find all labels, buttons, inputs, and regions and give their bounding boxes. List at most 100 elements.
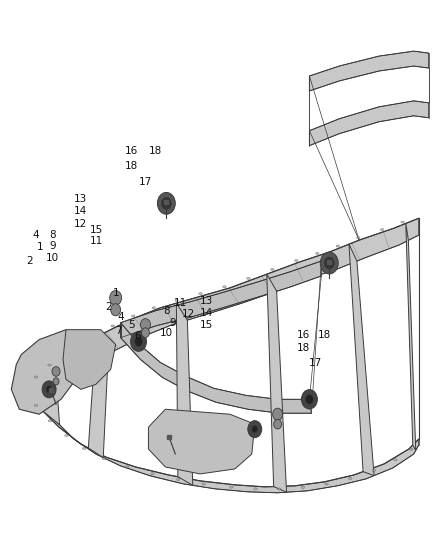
Ellipse shape	[349, 478, 352, 480]
Circle shape	[53, 378, 59, 385]
Circle shape	[141, 328, 149, 337]
Polygon shape	[177, 303, 193, 486]
Polygon shape	[406, 223, 416, 450]
Circle shape	[273, 408, 283, 421]
Ellipse shape	[372, 469, 376, 471]
Ellipse shape	[177, 478, 180, 480]
Polygon shape	[267, 274, 286, 492]
Text: 8: 8	[163, 306, 170, 316]
Circle shape	[111, 304, 120, 316]
Text: 13: 13	[74, 193, 87, 204]
Text: 17: 17	[138, 176, 152, 187]
Circle shape	[274, 419, 282, 429]
Ellipse shape	[199, 293, 202, 295]
Text: 13: 13	[200, 296, 213, 306]
Ellipse shape	[401, 221, 404, 223]
Text: 18: 18	[297, 343, 310, 353]
Ellipse shape	[111, 325, 114, 327]
Text: 14: 14	[74, 206, 87, 216]
Text: 11: 11	[174, 297, 187, 308]
Text: 5: 5	[128, 320, 134, 330]
Polygon shape	[26, 389, 419, 493]
Text: 18: 18	[149, 146, 162, 156]
Polygon shape	[88, 337, 108, 458]
Ellipse shape	[247, 277, 250, 279]
Polygon shape	[63, 330, 116, 389]
Circle shape	[46, 386, 52, 393]
Text: 15: 15	[90, 225, 103, 236]
Polygon shape	[349, 244, 374, 475]
Circle shape	[42, 381, 56, 398]
Ellipse shape	[152, 306, 155, 309]
Ellipse shape	[315, 252, 319, 254]
Text: 2: 2	[105, 302, 112, 312]
Polygon shape	[120, 261, 321, 337]
Ellipse shape	[82, 447, 86, 449]
Text: 10: 10	[160, 328, 173, 338]
Circle shape	[324, 257, 334, 269]
Text: 10: 10	[46, 253, 59, 263]
Text: 15: 15	[200, 320, 213, 330]
Polygon shape	[11, 330, 81, 414]
Ellipse shape	[48, 419, 52, 422]
Ellipse shape	[301, 486, 304, 488]
Ellipse shape	[295, 260, 298, 262]
Polygon shape	[309, 51, 429, 91]
Text: 16: 16	[124, 146, 138, 156]
Ellipse shape	[357, 237, 360, 239]
Ellipse shape	[125, 466, 129, 468]
Circle shape	[320, 252, 338, 274]
Ellipse shape	[131, 315, 135, 317]
Ellipse shape	[223, 286, 226, 288]
Text: 18: 18	[318, 330, 331, 341]
Circle shape	[252, 425, 258, 433]
Ellipse shape	[393, 459, 397, 461]
Text: 12: 12	[182, 309, 195, 319]
Circle shape	[301, 390, 318, 409]
Text: 12: 12	[74, 219, 87, 229]
Text: 1: 1	[36, 243, 43, 253]
Text: 11: 11	[90, 236, 103, 246]
Text: 6: 6	[135, 332, 141, 342]
Ellipse shape	[34, 376, 38, 378]
Circle shape	[157, 192, 175, 214]
Ellipse shape	[102, 458, 106, 460]
Circle shape	[52, 367, 60, 376]
Polygon shape	[148, 409, 255, 474]
Circle shape	[110, 290, 122, 305]
Text: 7: 7	[116, 326, 122, 336]
Ellipse shape	[336, 245, 339, 247]
Ellipse shape	[271, 269, 274, 271]
Ellipse shape	[151, 473, 154, 475]
Text: 4: 4	[33, 230, 39, 240]
Text: 17: 17	[309, 358, 322, 368]
Polygon shape	[26, 218, 419, 407]
Ellipse shape	[410, 448, 413, 450]
Circle shape	[248, 421, 262, 438]
Ellipse shape	[202, 483, 205, 485]
Text: 18: 18	[124, 161, 138, 171]
Text: 9: 9	[170, 318, 176, 328]
Ellipse shape	[48, 364, 51, 366]
Ellipse shape	[380, 229, 384, 231]
Polygon shape	[309, 101, 429, 146]
Text: 14: 14	[200, 308, 213, 318]
Text: 4: 4	[117, 312, 124, 322]
Text: 16: 16	[297, 330, 310, 341]
Circle shape	[305, 394, 314, 404]
Ellipse shape	[89, 337, 92, 339]
Circle shape	[131, 332, 146, 351]
Ellipse shape	[65, 350, 69, 352]
Ellipse shape	[254, 488, 257, 490]
Polygon shape	[120, 322, 311, 413]
Ellipse shape	[230, 486, 233, 488]
Circle shape	[161, 197, 171, 209]
Ellipse shape	[277, 488, 281, 490]
Ellipse shape	[34, 405, 38, 407]
Text: 1: 1	[113, 288, 120, 298]
Ellipse shape	[175, 300, 178, 302]
Ellipse shape	[65, 434, 68, 437]
Text: 8: 8	[49, 230, 56, 240]
Ellipse shape	[325, 483, 328, 485]
Circle shape	[134, 337, 142, 346]
